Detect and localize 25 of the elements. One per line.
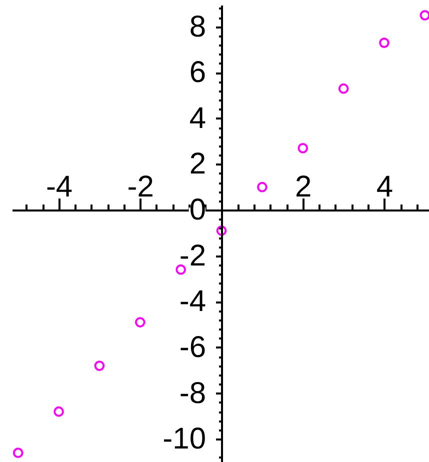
y-tick-label: -4 xyxy=(179,285,206,318)
x-tick-label: -4 xyxy=(46,170,73,204)
point xyxy=(216,225,227,236)
point xyxy=(379,38,390,48)
x-tick-label: 4 xyxy=(376,170,394,204)
y-tick-label: 2 xyxy=(189,148,206,181)
y-tick-label: 6 xyxy=(189,56,206,90)
x-tick-label: 2 xyxy=(295,170,312,204)
point xyxy=(12,448,24,458)
x-tick-label: -2 xyxy=(127,170,154,204)
y-tick-label: -10 xyxy=(162,422,206,456)
point xyxy=(94,360,105,371)
y-tick-label: -2 xyxy=(179,239,206,272)
y-tick-label: -6 xyxy=(179,330,206,364)
point xyxy=(257,182,268,192)
y-tick-label: 0 xyxy=(189,194,206,227)
point xyxy=(176,264,186,275)
point xyxy=(54,406,64,417)
point xyxy=(338,83,349,94)
point xyxy=(420,10,429,20)
point xyxy=(298,142,308,154)
y-tick-label: -8 xyxy=(179,376,206,410)
point xyxy=(134,317,146,328)
y-tick-label: 8 xyxy=(189,10,206,44)
y-tick-label: 4 xyxy=(189,102,206,135)
